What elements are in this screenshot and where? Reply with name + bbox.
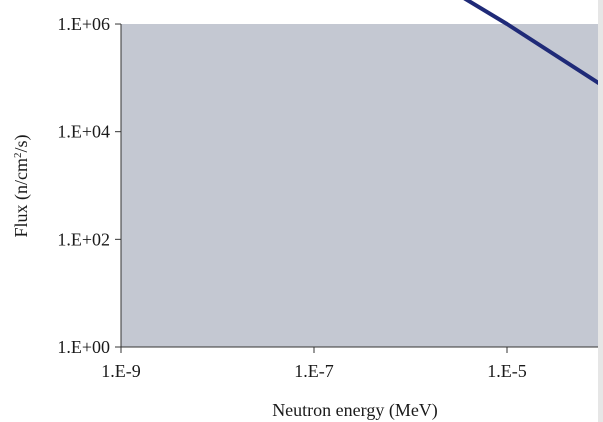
y-axis-title-prefix: Flux (n/cm	[11, 158, 32, 238]
y-axis-title-superscript: 2	[12, 153, 24, 159]
y-tick-label: 1.E+00	[57, 337, 110, 357]
plot-area	[121, 24, 598, 347]
x-axis: 1.E-91.E-71.E-51.E-31.E-11.E+1	[101, 346, 598, 381]
y-axis: 1.E+001.E+021.E+041.E+061.E+081.E+101.E+…	[57, 14, 122, 357]
y-tick-label: 1.E+06	[57, 14, 110, 34]
x-tick-label: 1.E-5	[487, 361, 527, 381]
x-tick-label: 1.E-7	[294, 361, 334, 381]
y-axis-title: Flux (n/cm2/s)	[11, 134, 32, 237]
x-tick-label: 1.E-9	[101, 361, 141, 381]
y-axis-title-suffix: /s)	[11, 134, 32, 152]
right-edge-strip	[598, 0, 603, 422]
x-axis-title: Neutron energy (MeV)	[272, 400, 438, 421]
y-tick-label: 1.E+04	[57, 122, 110, 142]
y-tick-label: 1.E+02	[57, 229, 110, 249]
